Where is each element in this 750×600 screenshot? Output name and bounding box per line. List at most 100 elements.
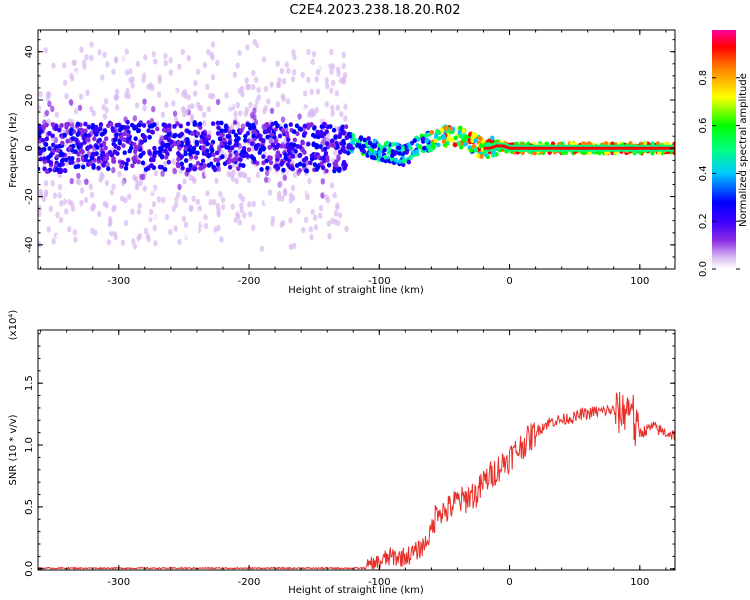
- heatmap-cell: [304, 246, 309, 253]
- heatmap-cell: [79, 187, 85, 194]
- colorbar-tick-label: 0.2: [698, 213, 709, 229]
- heatmap-cell: [312, 133, 318, 139]
- heatmap-cell: [284, 130, 290, 136]
- heatmap-cell: [149, 163, 154, 168]
- heatmap-cell: [160, 135, 165, 142]
- heatmap-cell: [177, 63, 182, 70]
- heatmap-cell: [123, 92, 129, 99]
- heatmap-cell: [58, 227, 63, 235]
- heatmap-cell: [205, 190, 210, 197]
- heatmap-cell: [387, 146, 392, 152]
- heatmap-cell: [64, 208, 69, 215]
- heatmap-cell: [89, 155, 95, 161]
- heatmap-cell: [304, 168, 309, 174]
- heatmap-cell: [320, 192, 325, 199]
- heatmap-cell: [185, 121, 191, 127]
- heatmap-cell: [125, 138, 130, 144]
- heatmap-cell: [159, 146, 164, 152]
- heatmap-cell: [439, 127, 445, 133]
- heatmap-cell: [143, 167, 149, 172]
- heatmap-cell: [145, 232, 150, 239]
- spectrogram-x-tick-label: 0: [506, 276, 512, 287]
- heatmap-cell: [202, 163, 208, 169]
- heatmap-cell: [441, 139, 447, 144]
- heatmap-cell: [57, 127, 62, 133]
- heatmap-cell: [319, 133, 325, 139]
- heatmap-cell: [411, 150, 416, 156]
- heatmap-cell: [169, 139, 174, 145]
- heatmap-cell: [288, 122, 293, 128]
- heatmap-cell: [38, 166, 41, 172]
- heatmap-cell: [43, 47, 48, 54]
- heatmap-cell: [350, 140, 356, 146]
- heatmap-cell: [138, 179, 143, 187]
- heatmap-cell: [250, 145, 255, 152]
- heatmap-cell: [104, 179, 110, 187]
- heatmap-cell: [279, 234, 284, 241]
- heatmap-cell: [136, 208, 142, 215]
- heatmap-cell: [240, 196, 246, 203]
- heatmap-cell: [300, 71, 305, 79]
- heatmap-cell: [120, 239, 126, 246]
- heatmap-cell: [200, 131, 206, 136]
- heatmap-cell: [38, 210, 42, 218]
- heatmap-cell: [162, 160, 168, 168]
- heatmap-cell: [227, 243, 232, 250]
- heatmap-cell: [259, 167, 264, 172]
- heatmap-cell: [130, 163, 135, 169]
- heatmap-cell: [62, 62, 67, 69]
- heatmap-cell: [100, 74, 105, 81]
- heatmap-cell: [163, 59, 168, 67]
- heatmap-cell: [185, 140, 190, 146]
- snr-frame: [37, 329, 676, 571]
- heatmap-cell: [54, 111, 60, 118]
- heatmap-cell: [114, 132, 119, 138]
- snr-y-tick-label: 0.5: [24, 499, 35, 515]
- heatmap-cell: [343, 83, 349, 90]
- heatmap-cell: [205, 148, 210, 154]
- heatmap-cell: [176, 156, 181, 162]
- heatmap-cell: [272, 235, 278, 242]
- spectrogram-x-ticks: -300 -200 -100 0 100: [40, 30, 667, 287]
- heatmap-cell: [343, 238, 348, 246]
- heatmap-cell: [215, 98, 221, 106]
- heatmap-cell: [291, 129, 297, 135]
- heatmap-cell: [366, 136, 371, 141]
- heatmap-cell: [308, 251, 313, 258]
- heatmap-cell: [394, 141, 400, 147]
- heatmap-cell: [283, 123, 288, 129]
- heatmap-cell: [295, 143, 300, 149]
- heatmap-cell: [308, 226, 314, 233]
- heatmap-cell: [236, 121, 241, 129]
- heatmap-cell: [103, 145, 108, 151]
- heatmap-cell: [275, 165, 281, 171]
- heatmap-cell: [101, 141, 107, 147]
- heatmap-cell: [267, 145, 272, 150]
- heatmap-cell: [110, 128, 116, 133]
- heatmap-cell: [180, 235, 186, 242]
- heatmap-cell: [44, 109, 50, 117]
- heatmap-cell: [429, 129, 434, 135]
- heatmap-cell: [217, 243, 223, 251]
- heatmap-cell: [172, 123, 177, 129]
- heatmap-cell: [152, 145, 157, 151]
- heatmap-cell: [57, 183, 63, 191]
- heatmap-cell: [245, 130, 251, 136]
- heatmap-cell: [312, 162, 318, 168]
- heatmap-cell: [64, 240, 70, 248]
- heatmap-cell: [79, 127, 84, 133]
- heatmap-cell: [82, 140, 87, 145]
- heatmap-cell: [140, 86, 146, 93]
- heatmap-cell: [128, 77, 133, 84]
- heatmap-cell: [89, 54, 94, 62]
- heatmap-cell: [210, 121, 216, 127]
- heatmap-cell: [379, 157, 385, 163]
- heatmap-cell: [368, 151, 373, 156]
- heatmap-cell: [63, 168, 68, 174]
- heatmap-cell: [142, 185, 147, 192]
- heatmap-cell: [286, 67, 291, 75]
- heatmap-cell: [218, 35, 223, 43]
- heatmap-cell: [263, 198, 269, 205]
- heatmap-cell: [164, 101, 169, 108]
- heatmap-cell: [293, 148, 298, 154]
